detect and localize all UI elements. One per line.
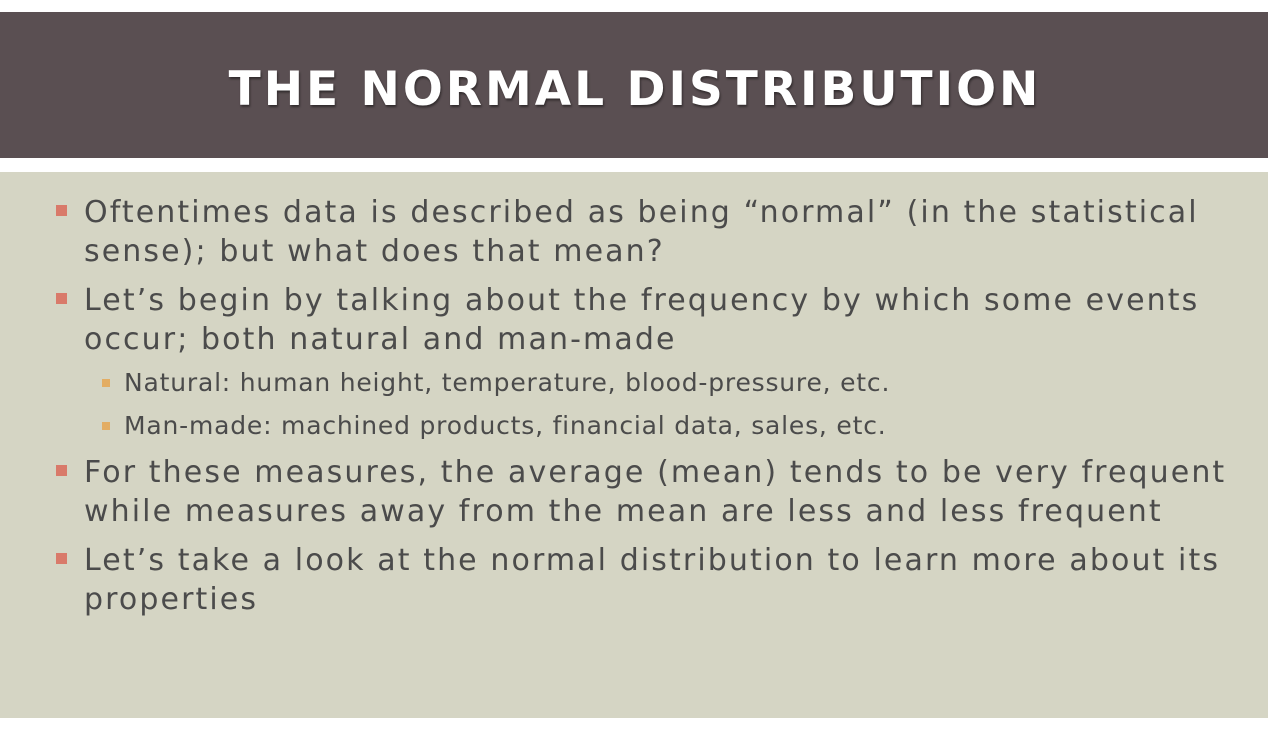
sub-bullet-text: Man-made: machined products, financial d… (124, 411, 887, 440)
bullet-text: Let’s begin by talking about the frequen… (84, 283, 1200, 357)
square-bullet-icon (56, 465, 67, 476)
bullet-list: Oftentimes data is described as being “n… (54, 193, 1244, 629)
bullet-item: Let’s begin by talking about the frequen… (54, 281, 1244, 447)
bullet-text: For these measures, the average (mean) t… (84, 455, 1227, 529)
bullet-item: Let’s take a look at the normal distribu… (54, 541, 1244, 619)
sub-bullet-list: Natural: human height, temperature, bloo… (84, 361, 1244, 447)
bullet-text: Let’s take a look at the normal distribu… (84, 543, 1221, 617)
bullet-item: For these measures, the average (mean) t… (54, 453, 1244, 531)
square-bullet-icon (56, 293, 67, 304)
sub-bullet-item: Man-made: machined products, financial d… (98, 404, 1244, 447)
content-area: Oftentimes data is described as being “n… (0, 172, 1268, 718)
title-band: THE NORMAL DISTRIBUTION (0, 12, 1268, 158)
sub-bullet-text: Natural: human height, temperature, bloo… (124, 368, 891, 397)
slide-title: THE NORMAL DISTRIBUTION (228, 61, 1042, 117)
bullet-item: Oftentimes data is described as being “n… (54, 193, 1244, 271)
square-bullet-icon (56, 553, 67, 564)
square-bullet-icon (56, 205, 67, 216)
bullet-text: Oftentimes data is described as being “n… (84, 195, 1199, 269)
small-square-bullet-icon (102, 422, 110, 430)
sub-bullet-item: Natural: human height, temperature, bloo… (98, 361, 1244, 404)
small-square-bullet-icon (102, 379, 110, 387)
